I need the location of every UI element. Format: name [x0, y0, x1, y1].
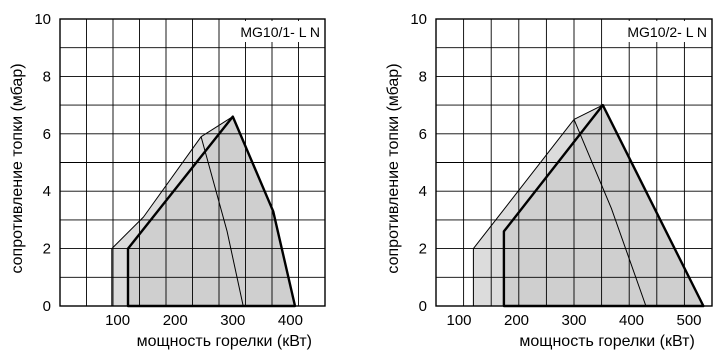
divider-line: [200, 136, 244, 307]
y-tick-label: 2: [43, 241, 51, 258]
x-tick-label: 400: [278, 312, 303, 329]
plot-frame: [435, 18, 713, 307]
y-tick-labels: 0 2 4 6 8 10: [410, 11, 427, 315]
y-tick-label: 8: [43, 68, 51, 85]
x-axis-label: мощность горелки (кВт): [519, 333, 694, 350]
model-label: MG10/1- L N: [240, 24, 320, 40]
y-axis-label: сопротивление топки (мбар): [385, 63, 402, 273]
chart-grid: [436, 19, 712, 306]
x-tick-labels: 100 200 300 400 500: [446, 312, 701, 329]
x-tick-labels: 100 200 300 400: [105, 312, 303, 329]
chart-mg10-2: MG10/2- L N 100 200 300 400 500 0 2 4 6 8 10 мощн…: [385, 11, 713, 350]
x-tick-label: 200: [504, 312, 529, 329]
chart-mg10-1: MG10/1- L N 100 200 300 400 0 2 4 6 8 10 мощност…: [9, 11, 326, 350]
y-tick-label: 10: [34, 11, 51, 28]
x-axis-label: мощность горелки (кВт): [137, 333, 312, 350]
x-tick-label: 400: [619, 312, 644, 329]
chart-areas: [472, 103, 705, 308]
y-tick-label: 4: [43, 183, 51, 200]
x-tick-label: 200: [163, 312, 188, 329]
x-tick-label: 300: [561, 312, 586, 329]
y-tick-label: 4: [419, 183, 427, 200]
x-tick-label: 100: [105, 312, 130, 329]
model-label-bg: [227, 21, 323, 42]
y-tick-label: 8: [419, 68, 427, 85]
y-axis-label: сопротивление топки (мбар): [9, 63, 26, 273]
y-tick-label: 6: [419, 126, 427, 143]
y-tick-label: 0: [419, 298, 427, 315]
y-tick-label: 10: [410, 11, 427, 28]
chart-grid: [60, 19, 325, 306]
y-tick-label: 6: [43, 126, 51, 143]
model-label: MG10/2- L N: [627, 24, 707, 40]
plot-frame: [59, 18, 326, 307]
model-label-bg: [614, 21, 710, 42]
y-tick-label: 2: [419, 241, 427, 258]
y-tick-labels: 0 2 4 6 8 10: [34, 11, 51, 315]
y-tick-label: 0: [43, 298, 51, 315]
divider-line: [573, 119, 647, 307]
x-tick-label: 100: [446, 312, 471, 329]
inner-area: [502, 103, 705, 308]
x-tick-label: 300: [220, 312, 245, 329]
x-tick-label: 500: [676, 312, 701, 329]
